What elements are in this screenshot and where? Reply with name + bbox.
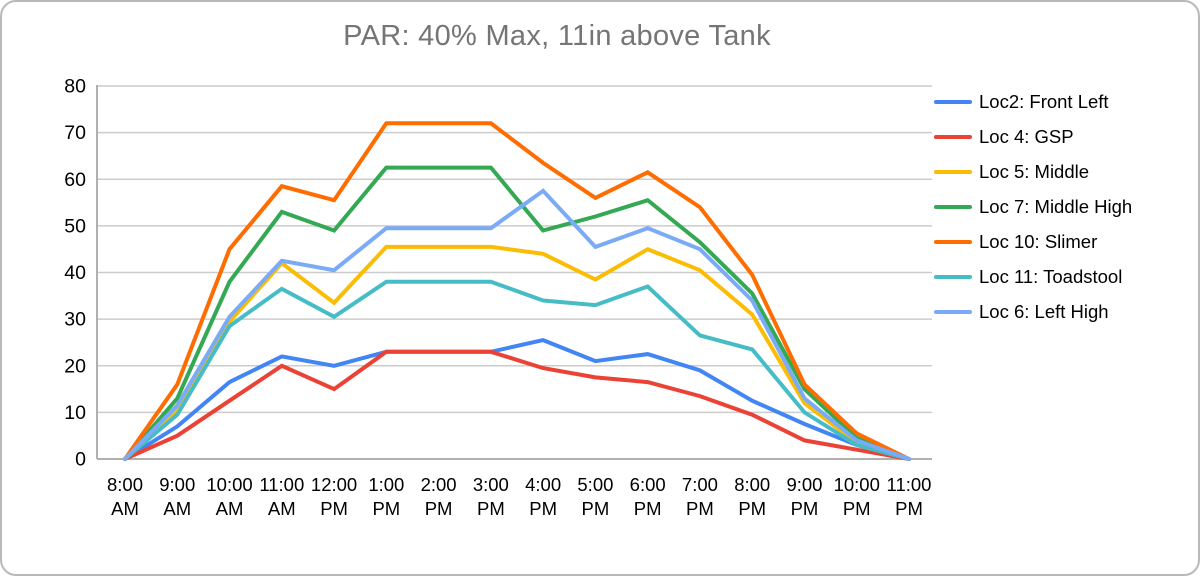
y-axis-label: 20 [64, 355, 86, 377]
legend-label: Loc 7: Middle High [979, 195, 1133, 217]
y-axis-label: 0 [75, 449, 86, 471]
svg-text:PM: PM [477, 498, 505, 519]
svg-text:6:00: 6:00 [630, 474, 666, 495]
svg-text:5:00: 5:00 [577, 474, 613, 495]
svg-text:PM: PM [634, 498, 662, 519]
y-axis-label: 10 [64, 402, 86, 424]
x-axis-label: 7:00 PM [682, 474, 718, 519]
series-line [123, 279, 911, 461]
y-axis-label: 80 [64, 76, 86, 98]
svg-text:PM: PM [791, 498, 819, 519]
svg-text:7:00: 7:00 [682, 474, 718, 495]
legend-item: Loc 11: Toadstool [934, 259, 1132, 294]
legend-swatch [934, 309, 972, 314]
series-line [123, 349, 911, 461]
x-axis-label: 3:00 PM [473, 474, 509, 519]
svg-text:AM: AM [163, 498, 191, 519]
svg-text:PM: PM [582, 498, 610, 519]
svg-text:8:00: 8:00 [734, 474, 770, 495]
legend-label: Loc 5: Middle [979, 160, 1090, 182]
legend-item: Loc 4: GSP [934, 119, 1132, 154]
x-axis-label: 9:00 PM [786, 474, 822, 519]
series-line [123, 165, 911, 461]
series-line [123, 188, 911, 461]
x-axis-label: 10:00 PM [834, 474, 880, 519]
svg-text:PM: PM [686, 498, 714, 519]
legend-swatch [934, 169, 972, 174]
svg-text:PM: PM [895, 498, 923, 519]
legend-item: Loc 10: Slimer [934, 224, 1132, 259]
legend: Loc2: Front Left Loc 4: GSP Loc 5: Middle L… [934, 84, 1132, 329]
legend-item: Loc 6: Left High [934, 294, 1132, 329]
legend-swatch [934, 99, 972, 104]
svg-text:9:00: 9:00 [786, 474, 822, 495]
svg-text:10:00: 10:00 [834, 474, 880, 495]
legend-item: Loc 7: Middle High [934, 189, 1132, 224]
svg-text:AM: AM [268, 498, 296, 519]
x-axis-label: 5:00 PM [577, 474, 613, 519]
legend-label: Loc 6: Left High [979, 300, 1109, 322]
y-axis-label: 50 [64, 215, 86, 237]
svg-text:PM: PM [320, 498, 348, 519]
svg-text:3:00: 3:00 [473, 474, 509, 495]
svg-text:PM: PM [425, 498, 453, 519]
x-axis-label: 11:00 PM [887, 474, 932, 519]
svg-text:10:00: 10:00 [206, 474, 252, 495]
legend-item: Loc 5: Middle [934, 154, 1132, 189]
x-axis-label: 2:00 PM [421, 474, 457, 519]
x-axis-label: 12:00 PM [311, 474, 357, 519]
svg-text:11:00: 11:00 [887, 474, 932, 495]
svg-text:1:00: 1:00 [368, 474, 404, 495]
chart-title: PAR: 40% Max, 11in above Tank [343, 20, 771, 52]
x-axis-label: 8:00 PM [734, 474, 770, 519]
x-axis-label: 4:00 PM [525, 474, 561, 519]
legend-label: Loc 11: Toadstool [979, 265, 1123, 287]
series-line [123, 244, 911, 461]
legend-swatch [934, 239, 972, 244]
svg-text:9:00: 9:00 [159, 474, 195, 495]
legend-label: Loc2: Front Left [979, 90, 1109, 112]
x-axis-label: 10:00 AM [206, 474, 252, 519]
svg-text:AM: AM [111, 498, 139, 519]
y-axis-label: 60 [64, 169, 86, 191]
svg-text:2:00: 2:00 [421, 474, 457, 495]
x-axis-label: 9:00 AM [159, 474, 195, 519]
legend-swatch [934, 134, 972, 139]
legend-label: Loc 4: GSP [979, 125, 1074, 147]
series-line [123, 338, 911, 461]
svg-text:PM: PM [843, 498, 871, 519]
legend-label: Loc 10: Slimer [979, 230, 1098, 252]
svg-text:PM: PM [529, 498, 557, 519]
series-line [123, 121, 911, 461]
legend-swatch [934, 204, 972, 209]
svg-text:PM: PM [738, 498, 766, 519]
x-axis-label: 8:00 AM [107, 474, 143, 519]
x-axis-label: 11:00 AM [259, 474, 304, 519]
svg-text:12:00: 12:00 [311, 474, 357, 495]
y-axis-label: 70 [64, 122, 86, 144]
x-axis-label: 1:00 PM [368, 474, 404, 519]
svg-text:PM: PM [372, 498, 400, 519]
y-axis-label: 30 [64, 309, 86, 331]
legend-item: Loc2: Front Left [934, 84, 1132, 119]
y-axis-label: 40 [64, 262, 86, 284]
x-axis-label: 6:00 PM [630, 474, 666, 519]
svg-text:11:00: 11:00 [259, 474, 304, 495]
legend-swatch [934, 274, 972, 279]
svg-text:4:00: 4:00 [525, 474, 561, 495]
svg-text:8:00: 8:00 [107, 474, 143, 495]
svg-text:AM: AM [216, 498, 244, 519]
